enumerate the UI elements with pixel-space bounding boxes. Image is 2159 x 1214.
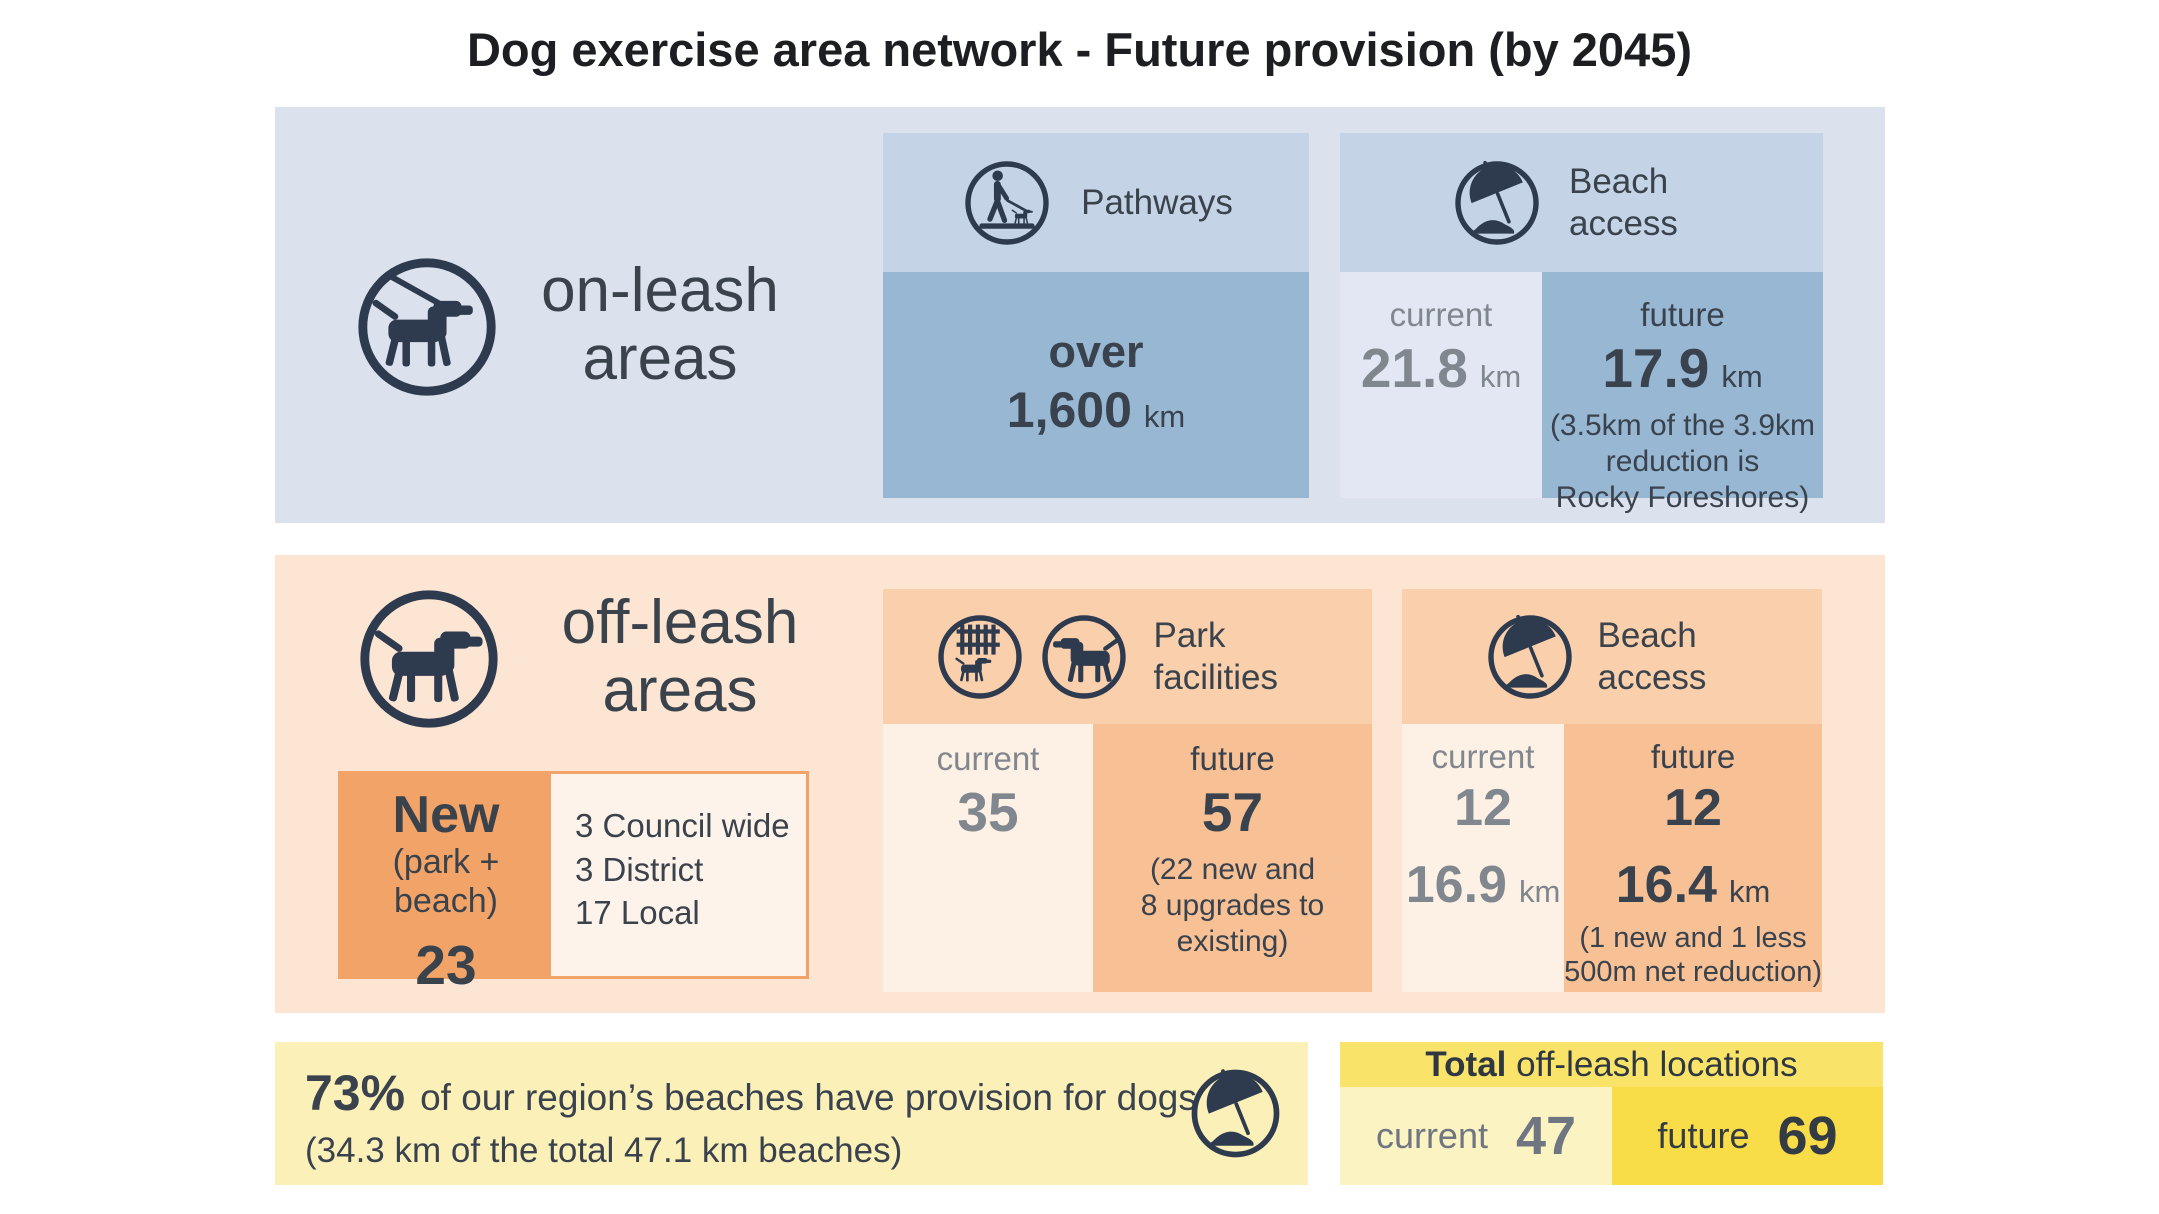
beach-summary-box: 73% of our region’s beaches have provisi…	[275, 1042, 1308, 1185]
park-current: current 35	[883, 724, 1093, 992]
totals-header: Total off-leash locations	[1340, 1042, 1883, 1087]
page-title: Dog exercise area network - Future provi…	[466, 23, 1692, 76]
on-leash-beach-access-label: Beach access	[1569, 162, 1678, 243]
fenced-dog-park-icon	[932, 609, 1028, 705]
dog-icon	[1036, 609, 1132, 705]
beach-future-km-unit: km	[1728, 873, 1771, 909]
current-label: current	[1389, 296, 1493, 333]
future-km-value: 17.9	[1602, 336, 1710, 399]
park-facilities-header: Park facilities	[883, 589, 1372, 724]
future-label: future	[1657, 1115, 1750, 1156]
off-leash-beach-access-box: Beach access current 12 16.9 km future 1…	[1402, 589, 1822, 992]
current-km-value: 21.8	[1360, 336, 1468, 399]
off-leash-beach-access-label: Beach access	[1597, 616, 1707, 697]
park-future-count: 57	[1201, 780, 1264, 843]
on-leash-section: on-leash areas Pathways over 1,600 km Be…	[275, 107, 1885, 523]
pathways-header: Pathways	[883, 133, 1309, 272]
off-leash-beach-future: future 12 16.4 km (1 new and 1 less 500m…	[1564, 724, 1822, 992]
new-subtitle: (park + beach)	[392, 842, 500, 920]
pathways-km-value: 1,600	[1006, 382, 1132, 439]
dog-on-leash-icon	[348, 248, 506, 406]
future-label: future	[1190, 740, 1275, 777]
totals-future: future 69	[1612, 1087, 1883, 1185]
on-leash-beach-access-header: Beach access	[1340, 133, 1823, 272]
totals-title-rest: off-leash locations	[1506, 1045, 1798, 1084]
beach-current-km: 16.9	[1405, 855, 1507, 914]
beach-summary-detail: (34.3 km of the total 47.1 km beaches)	[305, 1131, 903, 1170]
current-label: current	[1375, 1115, 1488, 1156]
future-note: (3.5km of the 3.9km reduction is Rocky F…	[1549, 409, 1816, 515]
new-locations-summary: New (park + beach) 23	[341, 774, 551, 996]
breakdown-council-wide: 3 Council wide	[575, 807, 790, 844]
on-leash-section-label: on-leash areas	[541, 256, 779, 394]
beach-umbrella-icon	[1482, 609, 1578, 705]
beach-umbrella-icon	[1449, 155, 1545, 251]
new-locations-breakdown: 3 Council wide 3 District 17 Local	[551, 774, 806, 976]
pathways-box: Pathways over 1,600 km	[883, 133, 1309, 498]
pathways-qualifier: over	[1048, 325, 1144, 377]
breakdown-district: 3 District	[575, 850, 704, 888]
park-facilities-label: Park facilities	[1153, 616, 1278, 697]
person-walking-dog-icon	[959, 155, 1055, 251]
pathways-value: over 1,600 km	[883, 272, 1309, 498]
beach-summary-text: of our region’s beaches have provision f…	[420, 1077, 1197, 1118]
off-leash-section: off-leash areas New (park + beach) 23 3 …	[275, 555, 1885, 1013]
totals-current-value: 47	[1515, 1106, 1577, 1166]
off-leash-section-label: off-leash areas	[561, 588, 799, 726]
on-leash-beach-access-box: Beach access current 21.8 km future 17.9…	[1340, 133, 1823, 514]
new-title: New	[392, 786, 500, 844]
off-leash-beach-access-header: Beach access	[1402, 589, 1822, 724]
totals-future-value: 69	[1777, 1106, 1838, 1166]
on-leash-beach-current: current 21.8 km	[1340, 272, 1542, 498]
current-label: current	[936, 740, 1040, 777]
beach-future-note: (1 new and 1 less 500m net reduction)	[1564, 921, 1822, 989]
beach-current-count: 12	[1454, 778, 1512, 837]
current-km-unit: km	[1479, 358, 1522, 394]
breakdown-local: 17 Local	[575, 894, 700, 932]
park-facilities-box: Park facilities current 35 future 57 (22…	[883, 589, 1372, 992]
current-label: current	[1431, 738, 1535, 775]
totals-current: current 47	[1340, 1087, 1612, 1185]
future-km-unit: km	[1721, 358, 1763, 394]
totals-box: Total off-leash locations current 47 fut…	[1340, 1042, 1883, 1185]
totals-title-emphasis: Total	[1425, 1045, 1507, 1084]
new-count: 23	[415, 933, 477, 996]
pathways-km-unit: km	[1143, 399, 1186, 435]
beach-current-km-unit: km	[1518, 873, 1561, 909]
dog-off-leash-icon	[350, 580, 508, 738]
future-label: future	[1640, 296, 1725, 333]
pathways-label: Pathways	[1081, 182, 1233, 222]
beach-percent: 73%	[305, 1065, 406, 1121]
new-locations-box: New (park + beach) 23 3 Council wide 3 D…	[338, 771, 809, 996]
beach-future-count: 12	[1664, 778, 1722, 837]
park-future-note: (22 new and 8 upgrades to existing)	[1140, 853, 1325, 959]
beach-umbrella-icon	[1185, 1063, 1286, 1164]
beach-future-km: 16.4	[1615, 855, 1717, 914]
on-leash-beach-future: future 17.9 km (3.5km of the 3.9km reduc…	[1542, 272, 1823, 514]
off-leash-beach-current: current 12 16.9 km	[1402, 724, 1565, 992]
park-current-count: 35	[957, 780, 1019, 843]
park-future: future 57 (22 new and 8 upgrades to exis…	[1093, 724, 1372, 992]
future-label: future	[1650, 738, 1736, 775]
